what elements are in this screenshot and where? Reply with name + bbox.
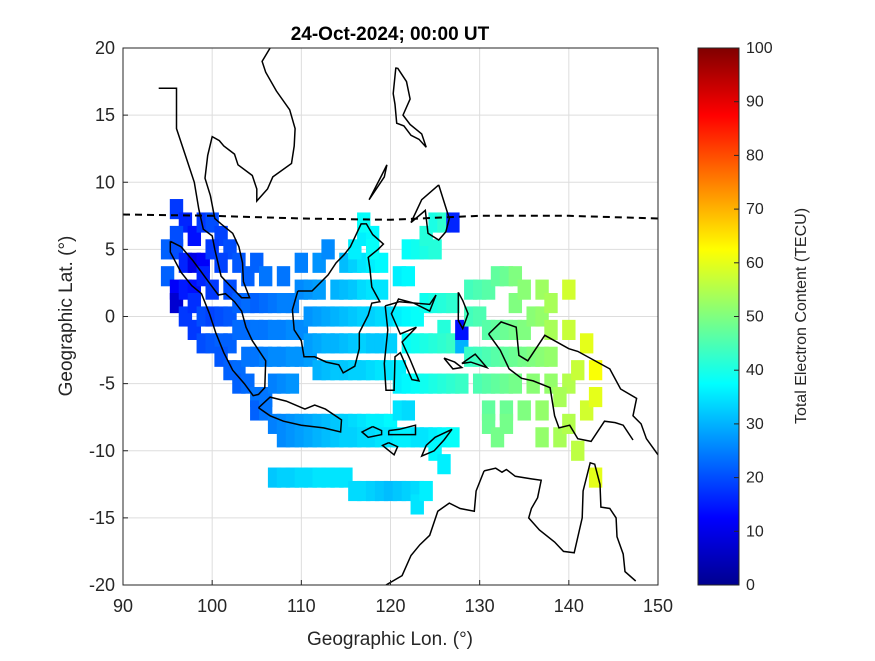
tec-cell: [401, 266, 416, 287]
tec-cell: [348, 239, 362, 260]
tec-cell: [374, 279, 389, 300]
tec-cell: [401, 400, 416, 421]
tec-cell: [517, 279, 531, 300]
tec-cell: [588, 386, 603, 408]
coastline: [483, 461, 637, 582]
coastline: [461, 353, 490, 370]
colorbar-ticks: 0 10 20 30 40 50 60 70 80 90 100: [734, 40, 773, 594]
tec-cell: [294, 252, 309, 273]
colorbar-tick-label: 90: [746, 94, 764, 111]
y-tick-label: -20: [89, 575, 115, 595]
tec-cell: [205, 279, 219, 300]
coastlines: [158, 48, 658, 585]
tec-cell: [562, 319, 576, 340]
tec-cell: [312, 279, 326, 300]
tec-cell: [365, 239, 380, 260]
coastline: [392, 67, 427, 148]
x-tick-label: 110: [287, 596, 316, 616]
y-axis-ticks: 20 15 10 5 0 -5 -10 -15 -20: [89, 38, 128, 595]
tec-cell: [276, 266, 291, 287]
y-axis-label: Geographic Lat. (°): [56, 236, 77, 397]
tec-cell: [571, 440, 585, 461]
chart-title: 24-Oct-2024; 00:00 UT: [291, 24, 490, 45]
coastline: [457, 291, 469, 331]
coastline: [387, 424, 417, 436]
coastline: [488, 321, 658, 456]
tec-cell: [508, 373, 523, 394]
colorbar: [697, 47, 740, 586]
tec-cell: [455, 373, 469, 394]
y-tick-label: -15: [89, 508, 115, 528]
y-tick-label: -5: [99, 374, 115, 394]
x-tick-label: 100: [197, 596, 227, 616]
colorbar-tick-label: 0: [746, 577, 755, 594]
tec-cell: [437, 454, 451, 475]
coastline: [169, 240, 267, 397]
coastline: [368, 164, 388, 201]
coastline: [410, 184, 451, 241]
tec-cell: [517, 400, 531, 421]
coastline: [381, 442, 399, 457]
tec-cell: [579, 333, 594, 354]
x-tick-label: 130: [465, 596, 495, 616]
y-tick-label: -10: [89, 441, 115, 461]
y-tick-label: 15: [95, 105, 115, 125]
coastline: [385, 470, 485, 585]
magnetic-equator-line: [123, 213, 658, 221]
tec-cell: [562, 279, 576, 300]
tec-cell: [526, 373, 540, 394]
colorbar-tick-label: 40: [746, 362, 764, 379]
colorbar-tick-label: 30: [746, 416, 764, 433]
colorbar-tick-label: 10: [746, 523, 764, 540]
tec-cell: [285, 373, 300, 394]
tec-cell: [258, 266, 273, 287]
coastline: [158, 48, 296, 299]
colorbar-tick-label: 70: [746, 201, 764, 218]
coastline: [443, 357, 464, 370]
colorbar-tick-label: 50: [746, 309, 764, 326]
y-tick-label: 20: [95, 38, 115, 58]
tec-cell: [571, 360, 585, 381]
tec-cell: [419, 480, 433, 502]
tec-cell: [446, 293, 460, 314]
tec-cell: [544, 319, 558, 340]
coastline: [420, 428, 453, 458]
x-axis-ticks: 90 100 110 120 130 140 150: [113, 580, 673, 616]
tec-cell: [535, 427, 549, 448]
tec-cell: [214, 252, 228, 273]
y-tick-label: 0: [105, 307, 115, 327]
y-tick-label: 10: [95, 172, 115, 192]
tec-cell: [544, 346, 558, 367]
colorbar-tick-label: 100: [746, 40, 773, 57]
tec-cell: [499, 413, 514, 434]
x-tick-label: 140: [554, 596, 584, 616]
x-tick-label: 90: [113, 596, 133, 616]
colorbar-tick-label: 60: [746, 255, 764, 272]
tec-cell: [357, 212, 371, 233]
tec-cell: [535, 400, 549, 421]
coastline: [257, 396, 343, 433]
colorbar-tick-label: 80: [746, 147, 764, 164]
tec-cell: [588, 360, 603, 381]
coastline: [360, 425, 383, 439]
tec-cell: [544, 293, 558, 314]
tec-cell: [553, 386, 567, 408]
coastline: [291, 223, 385, 374]
colorbar-tick-label: 20: [746, 470, 764, 487]
coastline: [383, 294, 437, 392]
colorbar-label: Total Electron Content (TECU): [793, 208, 810, 424]
coastline: [487, 333, 634, 443]
x-axis-label: Geographic Lon. (°): [307, 629, 473, 650]
x-tick-label: 120: [375, 596, 405, 616]
y-tick-label: 5: [105, 239, 115, 259]
x-tick-label: 150: [643, 596, 673, 616]
tec-cell: [321, 239, 335, 260]
